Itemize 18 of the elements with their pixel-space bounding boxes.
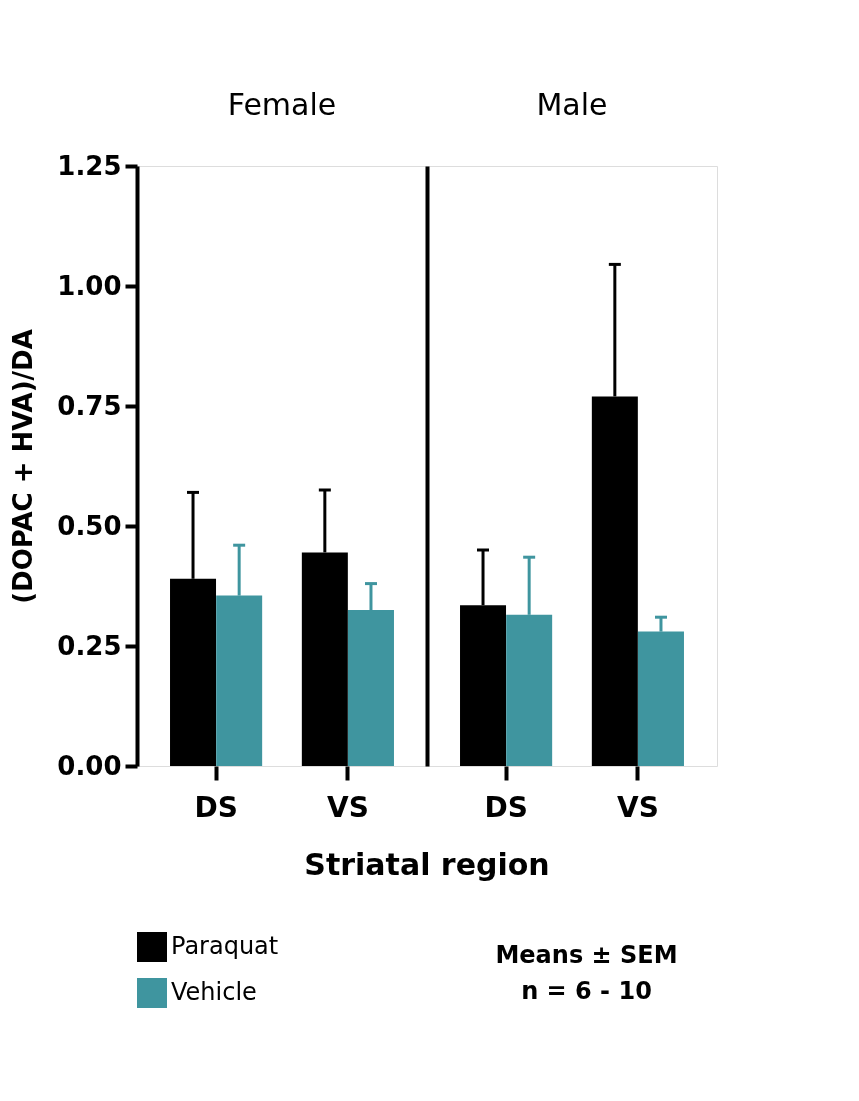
- legend-label: Vehicle: [171, 978, 257, 1006]
- y-axis-title: (DOPAC + HVA)/DA: [8, 329, 39, 604]
- legend-label: Paraquat: [171, 932, 279, 960]
- y-tick-label: 0.00: [57, 750, 122, 781]
- x-tick-label: DS: [194, 790, 238, 824]
- x-axis-title: Striatal region: [304, 847, 550, 882]
- chart-title: Female: [227, 87, 337, 122]
- y-tick-label: 1.25: [57, 150, 122, 181]
- x-tick-label: DS: [484, 790, 528, 824]
- chart-title: Male: [536, 87, 608, 122]
- y-tick-label: 1.00: [57, 270, 122, 301]
- x-tick-label: VS: [616, 790, 659, 824]
- y-tick-label: 0.50: [57, 510, 122, 541]
- y-tick-label: 0.75: [57, 390, 122, 421]
- x-tick-label: VS: [326, 790, 369, 824]
- text: Means ± SEM: [495, 941, 678, 969]
- y-tick-label: 0.25: [57, 630, 122, 661]
- text: n = 6 - 10: [521, 977, 652, 1005]
